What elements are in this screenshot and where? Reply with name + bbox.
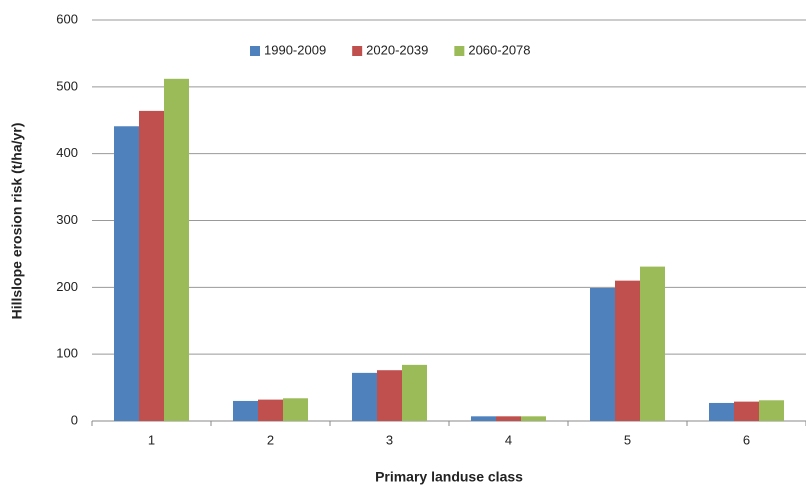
bar — [164, 78, 189, 422]
bar — [258, 399, 283, 421]
y-axis-title: Hillslope erosion risk (t/ha/yr) — [9, 123, 25, 320]
bar — [521, 416, 546, 421]
x-tick-label: 3 — [386, 432, 393, 447]
x-tick-label: 4 — [505, 432, 512, 447]
bar — [402, 364, 427, 421]
y-tick-label: 200 — [56, 279, 78, 294]
legend-swatch — [454, 46, 465, 56]
bar — [615, 280, 640, 421]
y-tick-label: 400 — [56, 145, 78, 160]
x-tick-label: 1 — [148, 432, 155, 447]
bar — [709, 402, 734, 421]
bar — [640, 266, 665, 421]
y-tick-label: 100 — [56, 346, 78, 361]
bar — [233, 400, 258, 421]
bar — [114, 126, 139, 421]
bar — [377, 370, 402, 421]
legend-swatch — [250, 46, 260, 56]
legend-label: 2020-2039 — [366, 42, 428, 57]
bar — [734, 401, 759, 421]
bar — [496, 416, 521, 421]
y-tick-label: 600 — [56, 11, 78, 26]
bar — [759, 400, 784, 421]
legend-label: 1990-2009 — [264, 42, 326, 57]
x-tick-label: 6 — [743, 432, 750, 447]
y-tick-label: 0 — [71, 412, 78, 427]
bar — [352, 372, 377, 421]
legend-swatch — [352, 46, 363, 56]
y-tick-label: 500 — [56, 78, 78, 93]
bar — [590, 288, 615, 421]
y-tick-label: 300 — [56, 212, 78, 227]
bar — [283, 398, 308, 421]
x-tick-label: 5 — [624, 432, 631, 447]
x-axis-title: Primary landuse class — [375, 469, 523, 485]
x-tick-label: 2 — [267, 432, 274, 447]
bar — [471, 416, 496, 421]
legend-label: 2060-2078 — [468, 42, 530, 57]
bar — [139, 110, 164, 421]
